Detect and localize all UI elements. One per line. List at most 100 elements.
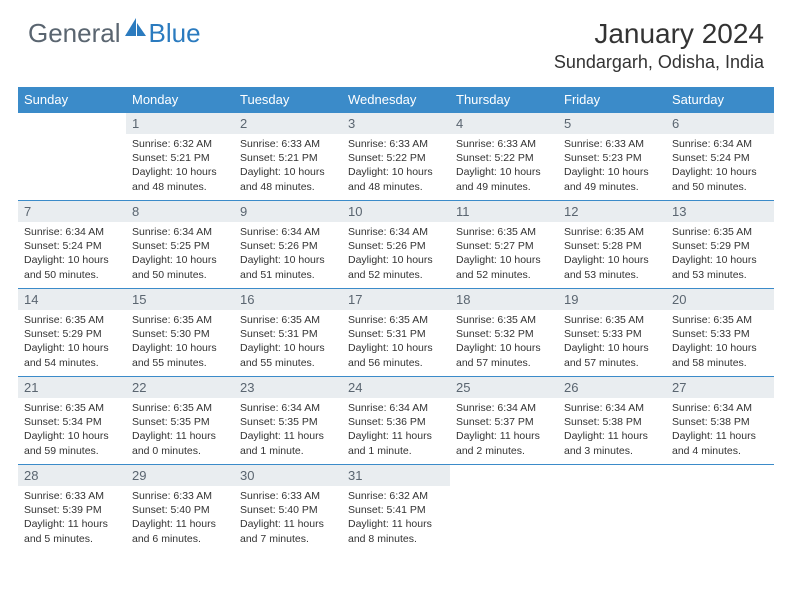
- calendar-day-cell: 24Sunrise: 6:34 AMSunset: 5:36 PMDayligh…: [342, 377, 450, 465]
- sunrise-text: Sunrise: 6:35 AM: [456, 313, 552, 327]
- weekday-header: Thursday: [450, 87, 558, 113]
- day-details: Sunrise: 6:35 AMSunset: 5:31 PMDaylight:…: [342, 310, 450, 374]
- daylight-text: Daylight: 10 hours and 48 minutes.: [348, 165, 444, 193]
- sunrise-text: Sunrise: 6:35 AM: [564, 313, 660, 327]
- daylight-text: Daylight: 11 hours and 1 minute.: [240, 429, 336, 457]
- sunrise-text: Sunrise: 6:35 AM: [456, 225, 552, 239]
- day-number: 18: [450, 289, 558, 310]
- daylight-text: Daylight: 10 hours and 52 minutes.: [348, 253, 444, 281]
- day-details: Sunrise: 6:35 AMSunset: 5:28 PMDaylight:…: [558, 222, 666, 286]
- day-number: 1: [126, 113, 234, 134]
- sunrise-text: Sunrise: 6:32 AM: [348, 489, 444, 503]
- sunrise-text: Sunrise: 6:33 AM: [24, 489, 120, 503]
- calendar-day-cell: [450, 465, 558, 553]
- day-details: Sunrise: 6:35 AMSunset: 5:27 PMDaylight:…: [450, 222, 558, 286]
- day-details: Sunrise: 6:33 AMSunset: 5:40 PMDaylight:…: [126, 486, 234, 550]
- day-number: 17: [342, 289, 450, 310]
- calendar-day-cell: 18Sunrise: 6:35 AMSunset: 5:32 PMDayligh…: [450, 289, 558, 377]
- sunrise-text: Sunrise: 6:35 AM: [672, 313, 768, 327]
- calendar-day-cell: 19Sunrise: 6:35 AMSunset: 5:33 PMDayligh…: [558, 289, 666, 377]
- sunrise-text: Sunrise: 6:34 AM: [672, 401, 768, 415]
- sunset-text: Sunset: 5:24 PM: [672, 151, 768, 165]
- daylight-text: Daylight: 10 hours and 48 minutes.: [240, 165, 336, 193]
- day-details: Sunrise: 6:34 AMSunset: 5:24 PMDaylight:…: [18, 222, 126, 286]
- day-number: 4: [450, 113, 558, 134]
- day-number: 30: [234, 465, 342, 486]
- day-details: Sunrise: 6:34 AMSunset: 5:26 PMDaylight:…: [234, 222, 342, 286]
- sunset-text: Sunset: 5:25 PM: [132, 239, 228, 253]
- calendar-day-cell: [18, 113, 126, 201]
- sunset-text: Sunset: 5:34 PM: [24, 415, 120, 429]
- day-number: 8: [126, 201, 234, 222]
- sunrise-text: Sunrise: 6:35 AM: [132, 313, 228, 327]
- sunset-text: Sunset: 5:41 PM: [348, 503, 444, 517]
- daylight-text: Daylight: 10 hours and 58 minutes.: [672, 341, 768, 369]
- day-details: Sunrise: 6:34 AMSunset: 5:38 PMDaylight:…: [666, 398, 774, 462]
- daylight-text: Daylight: 10 hours and 56 minutes.: [348, 341, 444, 369]
- day-number: 11: [450, 201, 558, 222]
- day-number: 23: [234, 377, 342, 398]
- day-number: 3: [342, 113, 450, 134]
- sunrise-text: Sunrise: 6:33 AM: [348, 137, 444, 151]
- logo-text-general: General: [28, 18, 121, 49]
- title-block: January 2024 Sundargarh, Odisha, India: [554, 18, 764, 73]
- calendar-day-cell: 26Sunrise: 6:34 AMSunset: 5:38 PMDayligh…: [558, 377, 666, 465]
- day-details: Sunrise: 6:35 AMSunset: 5:30 PMDaylight:…: [126, 310, 234, 374]
- sunset-text: Sunset: 5:23 PM: [564, 151, 660, 165]
- calendar-day-cell: 3Sunrise: 6:33 AMSunset: 5:22 PMDaylight…: [342, 113, 450, 201]
- day-details: Sunrise: 6:33 AMSunset: 5:40 PMDaylight:…: [234, 486, 342, 550]
- sunset-text: Sunset: 5:28 PM: [564, 239, 660, 253]
- calendar-week-row: 21Sunrise: 6:35 AMSunset: 5:34 PMDayligh…: [18, 377, 774, 465]
- daylight-text: Daylight: 10 hours and 50 minutes.: [132, 253, 228, 281]
- header: General Blue January 2024 Sundargarh, Od…: [0, 0, 792, 81]
- weekday-header: Friday: [558, 87, 666, 113]
- day-details: Sunrise: 6:34 AMSunset: 5:26 PMDaylight:…: [342, 222, 450, 286]
- day-details: Sunrise: 6:34 AMSunset: 5:37 PMDaylight:…: [450, 398, 558, 462]
- day-details: Sunrise: 6:33 AMSunset: 5:39 PMDaylight:…: [18, 486, 126, 550]
- sunrise-text: Sunrise: 6:32 AM: [132, 137, 228, 151]
- sunrise-text: Sunrise: 6:35 AM: [672, 225, 768, 239]
- sunrise-text: Sunrise: 6:35 AM: [24, 401, 120, 415]
- sunrise-text: Sunrise: 6:34 AM: [564, 401, 660, 415]
- calendar-day-cell: 9Sunrise: 6:34 AMSunset: 5:26 PMDaylight…: [234, 201, 342, 289]
- weekday-header: Saturday: [666, 87, 774, 113]
- sunset-text: Sunset: 5:33 PM: [672, 327, 768, 341]
- sunset-text: Sunset: 5:38 PM: [564, 415, 660, 429]
- daylight-text: Daylight: 11 hours and 0 minutes.: [132, 429, 228, 457]
- calendar-week-row: 1Sunrise: 6:32 AMSunset: 5:21 PMDaylight…: [18, 113, 774, 201]
- sunset-text: Sunset: 5:24 PM: [24, 239, 120, 253]
- calendar-day-cell: 28Sunrise: 6:33 AMSunset: 5:39 PMDayligh…: [18, 465, 126, 553]
- daylight-text: Daylight: 10 hours and 50 minutes.: [672, 165, 768, 193]
- daylight-text: Daylight: 11 hours and 2 minutes.: [456, 429, 552, 457]
- sunset-text: Sunset: 5:21 PM: [240, 151, 336, 165]
- day-number: 12: [558, 201, 666, 222]
- day-number: 5: [558, 113, 666, 134]
- day-number: 22: [126, 377, 234, 398]
- weekday-header: Sunday: [18, 87, 126, 113]
- daylight-text: Daylight: 10 hours and 50 minutes.: [24, 253, 120, 281]
- calendar-day-cell: 1 Sunrise: 6:32 AMSunset: 5:21 PMDaylight…: [126, 113, 234, 201]
- day-details: Sunrise: 6:35 AMSunset: 5:33 PMDaylight:…: [666, 310, 774, 374]
- daylight-text: Daylight: 10 hours and 48 minutes.: [132, 165, 228, 193]
- calendar-week-row: 28Sunrise: 6:33 AMSunset: 5:39 PMDayligh…: [18, 465, 774, 553]
- day-details: Sunrise: 6:35 AMSunset: 5:29 PMDaylight:…: [18, 310, 126, 374]
- daylight-text: Daylight: 10 hours and 52 minutes.: [456, 253, 552, 281]
- calendar-day-cell: 12Sunrise: 6:35 AMSunset: 5:28 PMDayligh…: [558, 201, 666, 289]
- day-details: Sunrise: 6:34 AMSunset: 5:25 PMDaylight:…: [126, 222, 234, 286]
- sunrise-text: Sunrise: 6:34 AM: [672, 137, 768, 151]
- weekday-header: Tuesday: [234, 87, 342, 113]
- sunrise-text: Sunrise: 6:33 AM: [240, 489, 336, 503]
- day-number: [18, 113, 126, 134]
- day-number: 31: [342, 465, 450, 486]
- day-number: 6: [666, 113, 774, 134]
- daylight-text: Daylight: 10 hours and 53 minutes.: [672, 253, 768, 281]
- sunset-text: Sunset: 5:22 PM: [456, 151, 552, 165]
- day-number: 27: [666, 377, 774, 398]
- day-details: Sunrise: 6:34 AMSunset: 5:24 PMDaylight:…: [666, 134, 774, 198]
- sunset-text: Sunset: 5:35 PM: [240, 415, 336, 429]
- day-number: 24: [342, 377, 450, 398]
- sunset-text: Sunset: 5:21 PM: [132, 151, 228, 165]
- day-number: 2: [234, 113, 342, 134]
- daylight-text: Daylight: 11 hours and 3 minutes.: [564, 429, 660, 457]
- sunset-text: Sunset: 5:31 PM: [348, 327, 444, 341]
